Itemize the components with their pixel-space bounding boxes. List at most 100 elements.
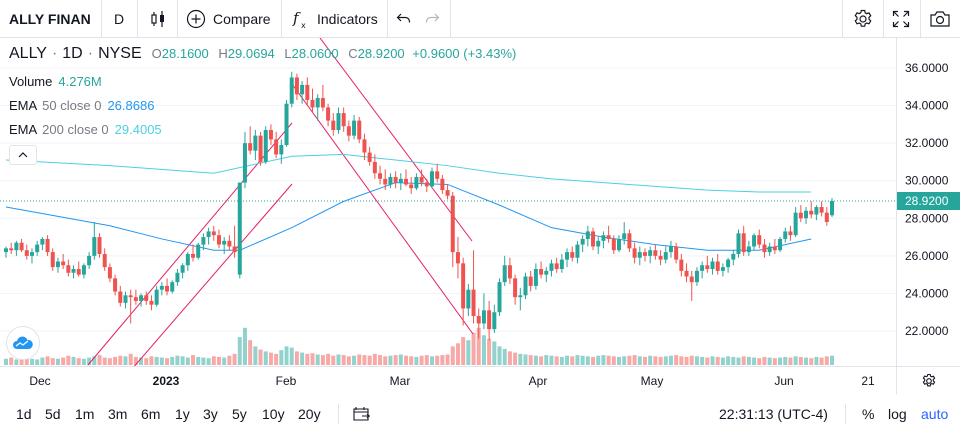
candle-body — [455, 252, 460, 264]
candle-body — [762, 244, 767, 253]
volume-bar — [466, 340, 471, 365]
candle-body — [139, 295, 144, 301]
candle-body — [637, 252, 642, 258]
candle-body — [804, 210, 809, 219]
price-tick-label: 36.0000 — [905, 61, 949, 75]
percent-scale-toggle[interactable]: % — [862, 405, 875, 422]
candle-body — [648, 250, 653, 256]
candle-body — [809, 210, 814, 215]
volume-bar — [133, 356, 138, 365]
interval-button[interactable]: D — [114, 11, 125, 27]
candle-body — [793, 212, 798, 236]
candle-body — [497, 282, 502, 313]
volume-bar — [404, 355, 409, 365]
volume-bar — [450, 346, 455, 365]
go-to-date-button[interactable] — [353, 394, 371, 433]
candle-body — [71, 269, 76, 273]
candle-body — [102, 253, 107, 268]
auto-scale-toggle[interactable]: auto — [921, 405, 949, 422]
time-tick-label: 21 — [861, 374, 875, 388]
trendline-channel-top[interactable] — [319, 37, 473, 242]
volume-bar — [539, 356, 544, 365]
range-5y-button[interactable]: 5y — [232, 405, 247, 422]
volume-bar — [35, 359, 40, 365]
bottom-divider — [338, 404, 339, 424]
time-tick-label: Feb — [276, 374, 297, 388]
candle-body — [767, 246, 772, 253]
volume-bar — [648, 355, 653, 365]
volume-bar — [455, 343, 460, 365]
legend-collapse-button[interactable] — [9, 145, 37, 165]
tradingview-logo[interactable] — [6, 326, 40, 360]
volume-bar — [700, 356, 705, 365]
price-axis[interactable]: 36.0000 34.0000 32.0000 30.0000 28.0000 26.00… — [896, 38, 960, 366]
time-tick-label: Dec — [29, 374, 50, 388]
volume-bar — [300, 352, 305, 365]
candle-body — [92, 237, 97, 256]
chart-pane[interactable] — [0, 37, 960, 370]
volume-bar — [165, 358, 170, 365]
legend-dot: · — [51, 45, 58, 62]
volume-bar — [757, 358, 762, 365]
volume-bar — [393, 355, 398, 365]
trendline-lower[interactable] — [131, 183, 293, 370]
candle-body — [35, 244, 40, 253]
volume-bar — [352, 355, 357, 365]
range-1m-button[interactable]: 1m — [75, 405, 95, 422]
time-axis[interactable]: Dec 2023 Feb Mar Apr May Jun 21 — [0, 366, 896, 394]
volume-bar — [674, 355, 679, 365]
log-scale-toggle[interactable]: log — [888, 405, 907, 422]
trendline-channel-bottom[interactable] — [291, 83, 474, 335]
candle-body — [653, 250, 658, 256]
range-3m-button[interactable]: 3m — [108, 405, 128, 422]
volume-bar — [705, 357, 710, 365]
candle-body — [507, 265, 512, 279]
candle-body — [9, 248, 14, 251]
volume-bar — [19, 358, 24, 365]
volume-bar — [185, 357, 190, 365]
high-label: H — [218, 46, 228, 61]
price-chart[interactable] — [0, 37, 896, 370]
redo-icon — [425, 13, 440, 23]
candle-body — [746, 246, 751, 253]
volume-bar — [40, 357, 45, 365]
range-1y-button[interactable]: 1y — [175, 405, 190, 422]
volume-bar — [694, 356, 699, 365]
range-1d-button[interactable]: 1d — [16, 405, 32, 422]
candle-body — [341, 113, 346, 127]
volume-bar — [50, 358, 55, 365]
candle-body — [81, 265, 86, 275]
candle-body — [175, 272, 180, 283]
volume-legend-row[interactable]: Volume 4.276M — [9, 69, 516, 93]
ema50-legend-row[interactable]: EMA 50 close 0 26.8686 — [9, 93, 516, 117]
volume-bar — [346, 356, 351, 365]
candles-chart-type-icon[interactable] — [149, 0, 167, 38]
fullscreen-button[interactable] — [892, 0, 910, 38]
candle-body — [133, 297, 138, 301]
volume-bar — [559, 356, 564, 365]
range-3y-button[interactable]: 3y — [203, 405, 218, 422]
range-10y-button[interactable]: 10y — [262, 405, 285, 422]
candle-body — [720, 267, 725, 271]
range-20y-button[interactable]: 20y — [298, 405, 321, 422]
settings-button[interactable] — [852, 0, 874, 38]
volume-bar — [804, 357, 809, 365]
candle-body — [279, 145, 284, 155]
compare-button[interactable]: Compare — [186, 0, 271, 38]
ema200-legend-row[interactable]: EMA 200 close 0 29.4005 — [9, 117, 516, 141]
candle-body — [123, 295, 128, 303]
undo-button[interactable] — [396, 0, 412, 38]
candle-body — [76, 269, 81, 275]
chart-settings-corner[interactable] — [896, 366, 960, 394]
volume-bar — [71, 356, 76, 365]
symbol-search-button[interactable]: ALLY FINAN — [9, 11, 91, 27]
range-5d-button[interactable]: 5d — [45, 405, 61, 422]
snapshot-button[interactable] — [929, 0, 951, 38]
volume-bar — [326, 353, 331, 365]
timezone-clock[interactable]: 22:31:13 (UTC-4) — [719, 405, 828, 422]
volume-bar — [97, 355, 102, 365]
redo-button[interactable] — [424, 0, 440, 38]
range-6m-button[interactable]: 6m — [141, 405, 161, 422]
